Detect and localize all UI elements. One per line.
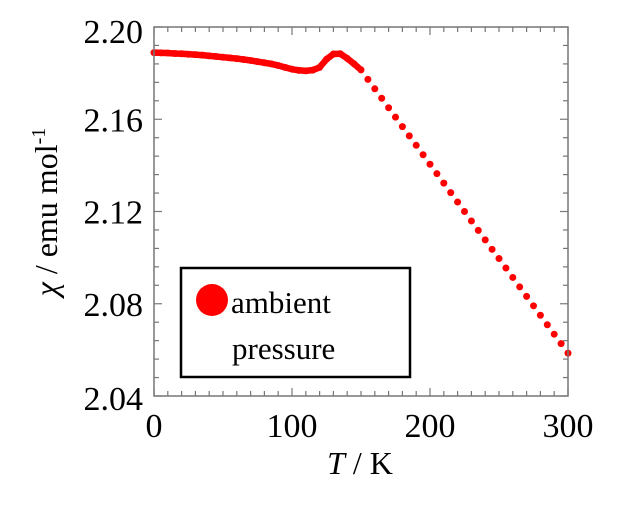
data-point bbox=[385, 104, 393, 112]
data-point bbox=[426, 160, 434, 168]
data-point bbox=[509, 273, 517, 281]
data-point bbox=[295, 66, 303, 74]
y-tick-label: 2.04 bbox=[84, 381, 144, 418]
data-point bbox=[316, 63, 324, 71]
data-point bbox=[233, 55, 241, 63]
legend-label-line1: ambient bbox=[231, 285, 331, 320]
data-point bbox=[254, 58, 261, 66]
data-point bbox=[267, 60, 275, 68]
data-point bbox=[536, 311, 544, 319]
data-point bbox=[164, 49, 172, 57]
legend-marker bbox=[196, 284, 228, 316]
data-point bbox=[433, 170, 441, 178]
data-point bbox=[302, 67, 310, 75]
data-point bbox=[336, 50, 344, 58]
data-point bbox=[240, 56, 248, 64]
data-point bbox=[523, 292, 531, 300]
data-point bbox=[495, 255, 503, 263]
data-point bbox=[454, 198, 462, 206]
data-point bbox=[461, 208, 468, 215]
data-point bbox=[412, 141, 420, 149]
y-tick-label: 2.08 bbox=[84, 287, 144, 324]
data-point bbox=[274, 62, 282, 70]
data-point bbox=[205, 52, 213, 60]
x-tick-label: 300 bbox=[543, 408, 594, 445]
data-point bbox=[502, 264, 510, 272]
data-point bbox=[488, 245, 496, 253]
y-tick-label: 2.16 bbox=[84, 102, 144, 139]
legend-label-line2: pressure bbox=[232, 331, 335, 366]
y-tick-labels: 2.04 2.08 2.12 2.16 2.20 bbox=[84, 14, 144, 418]
data-point bbox=[309, 66, 317, 74]
data-point bbox=[288, 65, 296, 73]
plot-frame bbox=[153, 26, 569, 397]
data-point bbox=[398, 123, 406, 131]
data-point bbox=[350, 60, 358, 68]
data-point bbox=[357, 66, 365, 74]
data-point bbox=[543, 321, 551, 329]
data-point bbox=[157, 49, 165, 57]
data-point bbox=[447, 189, 455, 197]
data-point bbox=[474, 226, 482, 234]
data-point bbox=[219, 53, 227, 61]
data-point bbox=[171, 50, 179, 58]
data-point bbox=[329, 50, 337, 58]
data-point bbox=[226, 54, 234, 62]
x-tick-label: 0 bbox=[146, 408, 163, 445]
data-point bbox=[392, 113, 399, 121]
data-point bbox=[323, 55, 330, 63]
data-point bbox=[343, 54, 351, 62]
x-tick-label: 200 bbox=[405, 408, 456, 445]
legend: ambient pressure bbox=[179, 266, 412, 379]
data-point bbox=[178, 50, 186, 58]
y-axis-label: χ / emu mol-1 bbox=[28, 128, 64, 300]
x-axis-label: T / K bbox=[327, 445, 393, 481]
data-point bbox=[212, 53, 220, 61]
data-point bbox=[440, 179, 448, 187]
data-point bbox=[550, 330, 558, 338]
data-point bbox=[419, 151, 427, 159]
data-point bbox=[378, 94, 386, 102]
data-point bbox=[516, 283, 524, 291]
data-point bbox=[481, 236, 489, 244]
y-tick-label: 2.12 bbox=[84, 195, 144, 232]
x-tick-label: 100 bbox=[267, 408, 318, 445]
data-point bbox=[260, 59, 268, 67]
data-point bbox=[364, 75, 372, 83]
data-point bbox=[198, 51, 206, 59]
data-point bbox=[191, 51, 199, 59]
data-point bbox=[467, 217, 475, 225]
data-series bbox=[150, 49, 572, 357]
data-point bbox=[247, 56, 255, 64]
x-tick-labels: 0 100 200 300 bbox=[146, 408, 594, 445]
data-point bbox=[557, 340, 565, 348]
data-point bbox=[185, 50, 192, 58]
data-point bbox=[371, 85, 379, 93]
data-point bbox=[530, 302, 537, 310]
y-tick-label: 2.20 bbox=[84, 14, 144, 51]
data-point bbox=[281, 63, 289, 71]
data-point bbox=[405, 132, 413, 140]
